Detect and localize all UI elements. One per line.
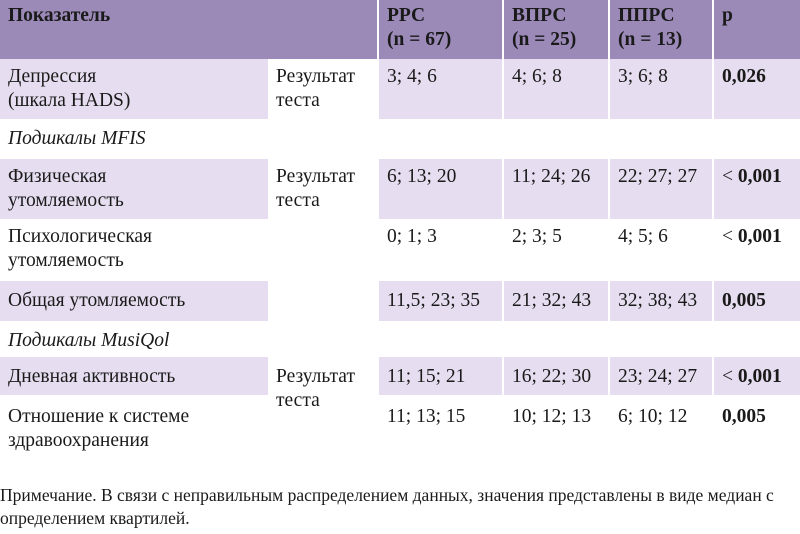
row-label: Отношение к системе здравоохранения [8,406,190,451]
header-p: p [712,0,800,59]
vprs-value: 2; 3; 5 [502,219,609,281]
p-value: < 0,001 [712,357,800,395]
vprs-value: 16; 22; 30 [502,357,609,395]
table-row-psychological: Психологическая утомляемость 0; 1; 3 2; 3… [0,219,800,281]
table-row-general: Общая утомляемость 11,5; 23; 35 21; 32; … [0,281,800,321]
method-cell: Результат теста [268,159,378,321]
header-vprs: ВПРС (n = 25) [502,0,609,59]
vprs-value: 21; 32; 43 [502,281,609,321]
row-label: Физическая утомляемость [8,166,124,211]
rrs-value: 11; 15; 21 [377,357,503,395]
pprs-value: 32; 38; 43 [608,281,713,321]
table-note: Примечание. В связи с неправильным распр… [0,485,774,528]
header-rrs: РРС (n = 67) [377,0,503,59]
row-label: Психологическая утомляемость [8,226,152,271]
rrs-value: 0; 1; 3 [377,219,503,281]
header-indicator: Показатель [8,5,111,26]
row-label: Дневная активность [8,366,176,387]
vprs-value: 4; 6; 8 [502,59,609,119]
section-title: Подшкалы MusiQol [8,330,170,351]
table-row-healthcare: Отношение к системе здравоохранения 11; 1… [0,395,800,455]
rrs-value: 6; 13; 20 [377,159,503,219]
p-value: 0,005 [712,281,800,321]
method-cell: Результат теста [268,357,378,455]
p-value: < 0,001 [712,159,800,219]
pprs-value: 4; 5; 6 [608,219,713,281]
rrs-value: 3; 4; 6 [377,59,503,119]
p-value: 0,026 [712,59,800,119]
pprs-value: 6; 10; 12 [608,395,713,455]
pprs-value: 3; 6; 8 [608,59,713,119]
table-row-physical: Физическая утомляемость Результат теста 6;… [0,159,800,321]
p-value: 0,005 [712,395,800,455]
results-table: Показатель РРС (n = 67) ВПРС (n = 25) ППРС… [0,0,800,455]
pprs-value: 22; 27; 27 [608,159,713,219]
rrs-value: 11; 13; 15 [377,395,503,455]
vprs-value: 11; 24; 26 [502,159,609,219]
vprs-value: 10; 12; 13 [502,395,609,455]
rrs-value: 11,5; 23; 35 [377,281,503,321]
pprs-value: 23; 24; 27 [608,357,713,395]
header-pprs: ППРС (n = 13) [608,0,713,59]
p-value: < 0,001 [712,219,800,281]
section-row-musiqol: Подшкалы MusiQol [0,321,800,357]
table-row-daily: Дневная активность Результат теста 11; 15… [0,357,800,455]
row-label: Депрессия (шкала HADS) [8,66,131,111]
method-cell: Результат теста [268,59,378,119]
section-title: Подшкалы MFIS [8,128,146,149]
section-row-mfis: Подшкалы MFIS [0,119,800,159]
table-header-row: Показатель РРС (n = 67) ВПРС (n = 25) ППРС… [0,0,800,59]
row-label: Общая утомляемость [8,290,186,311]
table-row-depression: Депрессия (шкала HADS) Результат теста 3; … [0,59,800,119]
